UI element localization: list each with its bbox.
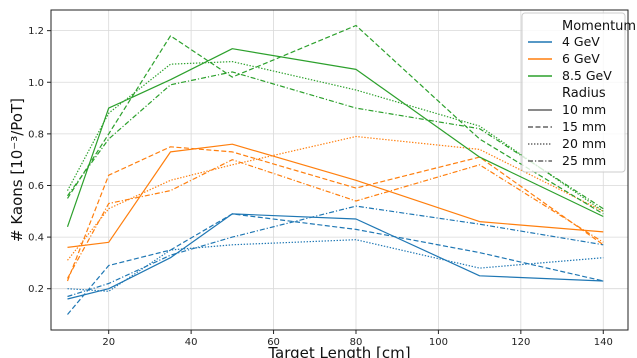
x-tick-label: 20 [102,337,115,348]
series-line-8-5-gev20-mm [66,60,604,212]
axis-ticks: 20 40 60 80 100 120 140 0.2 0.4 0.6 0.8 1.0 1.2 [28,26,613,348]
series-line-6-gev10-mm [67,143,604,248]
x-tick-label: 40 [185,337,198,348]
legend-label: 20 mm [562,136,606,151]
series-line-8-5-gev15-mm [66,24,604,215]
legend-radius-title: Radius [562,86,606,101]
legend-box [521,12,626,173]
x-tick-label: 80 [350,337,363,348]
series-line-6-gev20-mm [67,135,604,261]
legend-label: 4 GeV [562,34,600,49]
y-tick-label: 1.0 [28,78,44,89]
series-line-4-gev20-mm [67,239,604,292]
legend-label: 6 GeV [562,51,600,66]
y-tick-label: 0.4 [28,233,44,244]
x-tick-label: 100 [429,337,448,348]
legend-label: 25 mm [562,153,606,168]
series-line-4-gev25-mm [67,205,604,298]
series-layer [66,24,604,315]
legend-label: 10 mm [562,102,606,117]
series-line-4-gev15-mm [67,213,604,315]
legend-label: 15 mm [562,119,606,134]
y-tick-label: 0.6 [28,181,44,192]
y-tick-label: 0.2 [28,284,44,295]
series-line-8-5-gev10-mm [66,48,604,227]
series-line-6-gev25-mm [66,159,604,279]
x-tick-label: 140 [594,337,613,348]
series-line-8-5-gev25-mm [67,71,604,210]
y-tick-label: 1.2 [28,26,44,37]
x-tick-label: 60 [267,337,280,348]
legend-label: 8.5 GeV [562,68,612,83]
y-axis-title: # Kaons [10⁻³/PoT] [8,98,26,242]
x-axis-title: Target Length [cm] [267,344,410,358]
x-tick-label: 120 [511,337,530,348]
y-tick-label: 0.8 [28,129,44,140]
plot-frame [50,9,629,331]
legend-momentum-title: Momentum [562,19,636,34]
